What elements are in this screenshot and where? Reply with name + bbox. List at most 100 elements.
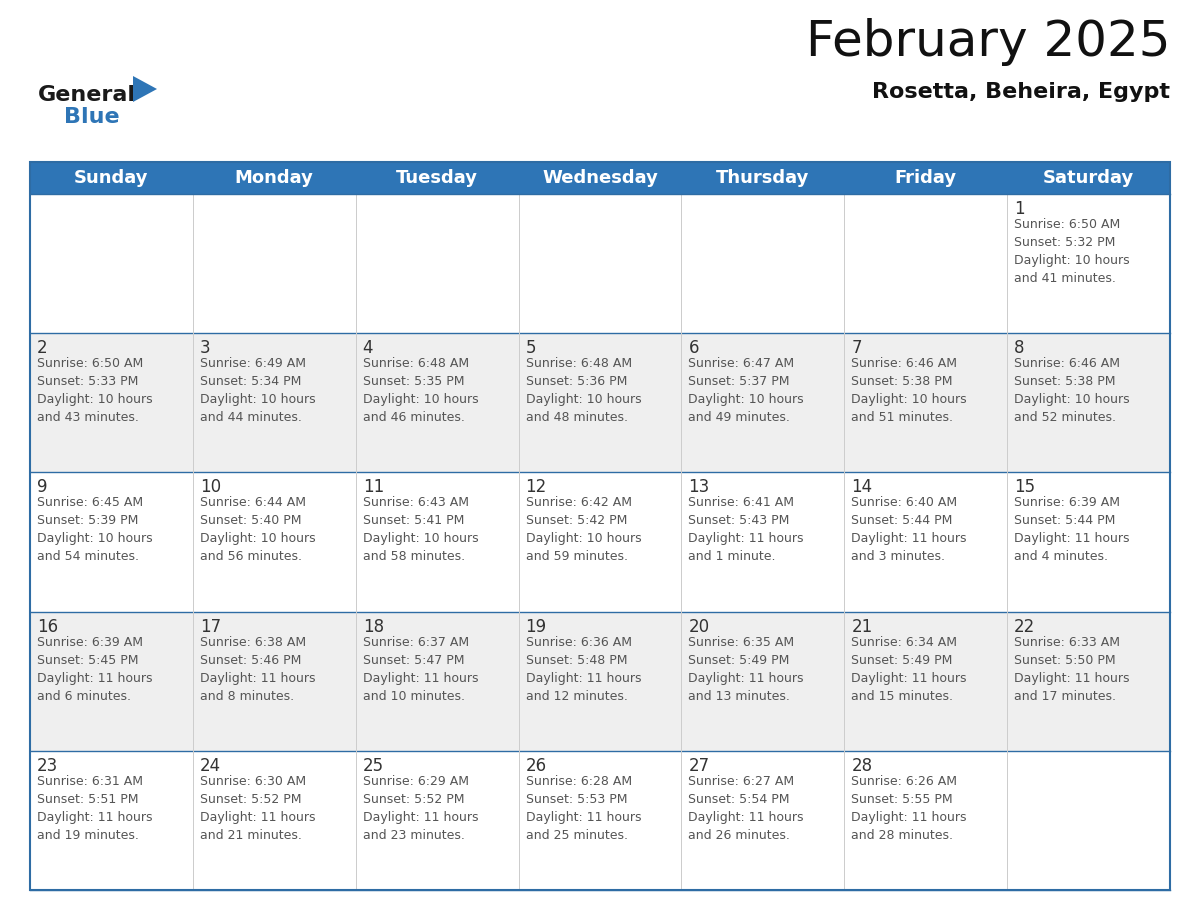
Bar: [682, 473, 845, 611]
Text: 5: 5: [525, 339, 536, 357]
Text: Sunrise: 6:31 AM
Sunset: 5:51 PM
Daylight: 11 hours
and 19 minutes.: Sunrise: 6:31 AM Sunset: 5:51 PM Dayligh…: [37, 775, 152, 842]
Text: 11: 11: [362, 478, 384, 497]
Bar: [355, 333, 519, 473]
Bar: [192, 751, 355, 890]
Text: 19: 19: [525, 618, 546, 635]
Bar: [845, 473, 1007, 611]
Text: Sunrise: 6:39 AM
Sunset: 5:44 PM
Daylight: 11 hours
and 4 minutes.: Sunrise: 6:39 AM Sunset: 5:44 PM Dayligh…: [1015, 497, 1130, 564]
Text: 22: 22: [1015, 618, 1036, 635]
Text: Wednesday: Wednesday: [542, 169, 658, 187]
Bar: [682, 333, 845, 473]
Bar: [355, 194, 519, 333]
Text: 16: 16: [37, 618, 58, 635]
Text: General: General: [38, 85, 135, 105]
Bar: [845, 751, 1007, 890]
Text: Sunrise: 6:29 AM
Sunset: 5:52 PM
Daylight: 11 hours
and 23 minutes.: Sunrise: 6:29 AM Sunset: 5:52 PM Dayligh…: [362, 775, 479, 842]
Text: Sunrise: 6:48 AM
Sunset: 5:36 PM
Daylight: 10 hours
and 48 minutes.: Sunrise: 6:48 AM Sunset: 5:36 PM Dayligh…: [525, 357, 642, 424]
Bar: [845, 333, 1007, 473]
Text: 8: 8: [1015, 339, 1024, 357]
Bar: [30, 473, 192, 611]
Text: 2: 2: [37, 339, 48, 357]
Text: Sunrise: 6:33 AM
Sunset: 5:50 PM
Daylight: 11 hours
and 17 minutes.: Sunrise: 6:33 AM Sunset: 5:50 PM Dayligh…: [1015, 635, 1130, 702]
Bar: [519, 751, 682, 890]
Text: 24: 24: [200, 756, 221, 775]
Text: 21: 21: [852, 618, 872, 635]
Bar: [30, 611, 192, 751]
Text: Sunrise: 6:35 AM
Sunset: 5:49 PM
Daylight: 11 hours
and 13 minutes.: Sunrise: 6:35 AM Sunset: 5:49 PM Dayligh…: [688, 635, 804, 702]
Text: Sunrise: 6:27 AM
Sunset: 5:54 PM
Daylight: 11 hours
and 26 minutes.: Sunrise: 6:27 AM Sunset: 5:54 PM Dayligh…: [688, 775, 804, 842]
Text: 13: 13: [688, 478, 709, 497]
Text: Sunrise: 6:43 AM
Sunset: 5:41 PM
Daylight: 10 hours
and 58 minutes.: Sunrise: 6:43 AM Sunset: 5:41 PM Dayligh…: [362, 497, 479, 564]
Text: February 2025: February 2025: [805, 18, 1170, 66]
Text: Blue: Blue: [64, 107, 120, 127]
Text: 10: 10: [200, 478, 221, 497]
Bar: [519, 333, 682, 473]
Text: Sunrise: 6:48 AM
Sunset: 5:35 PM
Daylight: 10 hours
and 46 minutes.: Sunrise: 6:48 AM Sunset: 5:35 PM Dayligh…: [362, 357, 479, 424]
Polygon shape: [133, 76, 157, 102]
Bar: [30, 194, 192, 333]
Text: 18: 18: [362, 618, 384, 635]
Text: Thursday: Thursday: [716, 169, 809, 187]
Bar: [30, 162, 1170, 194]
Text: 7: 7: [852, 339, 861, 357]
Text: Sunrise: 6:50 AM
Sunset: 5:32 PM
Daylight: 10 hours
and 41 minutes.: Sunrise: 6:50 AM Sunset: 5:32 PM Dayligh…: [1015, 218, 1130, 285]
Bar: [519, 611, 682, 751]
Bar: [682, 611, 845, 751]
Bar: [1007, 611, 1170, 751]
Text: 3: 3: [200, 339, 210, 357]
Bar: [30, 333, 192, 473]
Text: Tuesday: Tuesday: [396, 169, 478, 187]
Bar: [355, 473, 519, 611]
Text: Sunrise: 6:39 AM
Sunset: 5:45 PM
Daylight: 11 hours
and 6 minutes.: Sunrise: 6:39 AM Sunset: 5:45 PM Dayligh…: [37, 635, 152, 702]
Text: 6: 6: [688, 339, 699, 357]
Bar: [682, 194, 845, 333]
Text: Sunrise: 6:49 AM
Sunset: 5:34 PM
Daylight: 10 hours
and 44 minutes.: Sunrise: 6:49 AM Sunset: 5:34 PM Dayligh…: [200, 357, 316, 424]
Bar: [30, 162, 1170, 890]
Bar: [355, 611, 519, 751]
Text: Sunrise: 6:28 AM
Sunset: 5:53 PM
Daylight: 11 hours
and 25 minutes.: Sunrise: 6:28 AM Sunset: 5:53 PM Dayligh…: [525, 775, 642, 842]
Bar: [519, 473, 682, 611]
Text: Monday: Monday: [235, 169, 314, 187]
Bar: [845, 194, 1007, 333]
Text: 15: 15: [1015, 478, 1035, 497]
Text: Sunrise: 6:45 AM
Sunset: 5:39 PM
Daylight: 10 hours
and 54 minutes.: Sunrise: 6:45 AM Sunset: 5:39 PM Dayligh…: [37, 497, 152, 564]
Text: Sunrise: 6:34 AM
Sunset: 5:49 PM
Daylight: 11 hours
and 15 minutes.: Sunrise: 6:34 AM Sunset: 5:49 PM Dayligh…: [852, 635, 967, 702]
Text: Sunrise: 6:40 AM
Sunset: 5:44 PM
Daylight: 11 hours
and 3 minutes.: Sunrise: 6:40 AM Sunset: 5:44 PM Dayligh…: [852, 497, 967, 564]
Text: Sunrise: 6:37 AM
Sunset: 5:47 PM
Daylight: 11 hours
and 10 minutes.: Sunrise: 6:37 AM Sunset: 5:47 PM Dayligh…: [362, 635, 479, 702]
Text: Friday: Friday: [895, 169, 956, 187]
Text: Sunrise: 6:47 AM
Sunset: 5:37 PM
Daylight: 10 hours
and 49 minutes.: Sunrise: 6:47 AM Sunset: 5:37 PM Dayligh…: [688, 357, 804, 424]
Bar: [30, 751, 192, 890]
Text: 4: 4: [362, 339, 373, 357]
Bar: [1007, 751, 1170, 890]
Bar: [192, 611, 355, 751]
Text: Sunrise: 6:36 AM
Sunset: 5:48 PM
Daylight: 11 hours
and 12 minutes.: Sunrise: 6:36 AM Sunset: 5:48 PM Dayligh…: [525, 635, 642, 702]
Text: Sunrise: 6:42 AM
Sunset: 5:42 PM
Daylight: 10 hours
and 59 minutes.: Sunrise: 6:42 AM Sunset: 5:42 PM Dayligh…: [525, 497, 642, 564]
Text: 28: 28: [852, 756, 872, 775]
Text: 27: 27: [688, 756, 709, 775]
Text: Sunrise: 6:46 AM
Sunset: 5:38 PM
Daylight: 10 hours
and 52 minutes.: Sunrise: 6:46 AM Sunset: 5:38 PM Dayligh…: [1015, 357, 1130, 424]
Text: Saturday: Saturday: [1043, 169, 1135, 187]
Text: 25: 25: [362, 756, 384, 775]
Text: Sunrise: 6:50 AM
Sunset: 5:33 PM
Daylight: 10 hours
and 43 minutes.: Sunrise: 6:50 AM Sunset: 5:33 PM Dayligh…: [37, 357, 152, 424]
Bar: [1007, 333, 1170, 473]
Text: Sunrise: 6:38 AM
Sunset: 5:46 PM
Daylight: 11 hours
and 8 minutes.: Sunrise: 6:38 AM Sunset: 5:46 PM Dayligh…: [200, 635, 315, 702]
Bar: [192, 194, 355, 333]
Bar: [1007, 473, 1170, 611]
Text: 14: 14: [852, 478, 872, 497]
Bar: [845, 611, 1007, 751]
Bar: [519, 194, 682, 333]
Text: 26: 26: [525, 756, 546, 775]
Text: 23: 23: [37, 756, 58, 775]
Bar: [355, 751, 519, 890]
Text: 17: 17: [200, 618, 221, 635]
Text: Sunrise: 6:41 AM
Sunset: 5:43 PM
Daylight: 11 hours
and 1 minute.: Sunrise: 6:41 AM Sunset: 5:43 PM Dayligh…: [688, 497, 804, 564]
Text: Rosetta, Beheira, Egypt: Rosetta, Beheira, Egypt: [872, 82, 1170, 102]
Bar: [1007, 194, 1170, 333]
Text: Sunrise: 6:46 AM
Sunset: 5:38 PM
Daylight: 10 hours
and 51 minutes.: Sunrise: 6:46 AM Sunset: 5:38 PM Dayligh…: [852, 357, 967, 424]
Text: 20: 20: [688, 618, 709, 635]
Text: Sunrise: 6:44 AM
Sunset: 5:40 PM
Daylight: 10 hours
and 56 minutes.: Sunrise: 6:44 AM Sunset: 5:40 PM Dayligh…: [200, 497, 316, 564]
Text: Sunrise: 6:30 AM
Sunset: 5:52 PM
Daylight: 11 hours
and 21 minutes.: Sunrise: 6:30 AM Sunset: 5:52 PM Dayligh…: [200, 775, 315, 842]
Text: 1: 1: [1015, 200, 1025, 218]
Text: 12: 12: [525, 478, 546, 497]
Bar: [192, 473, 355, 611]
